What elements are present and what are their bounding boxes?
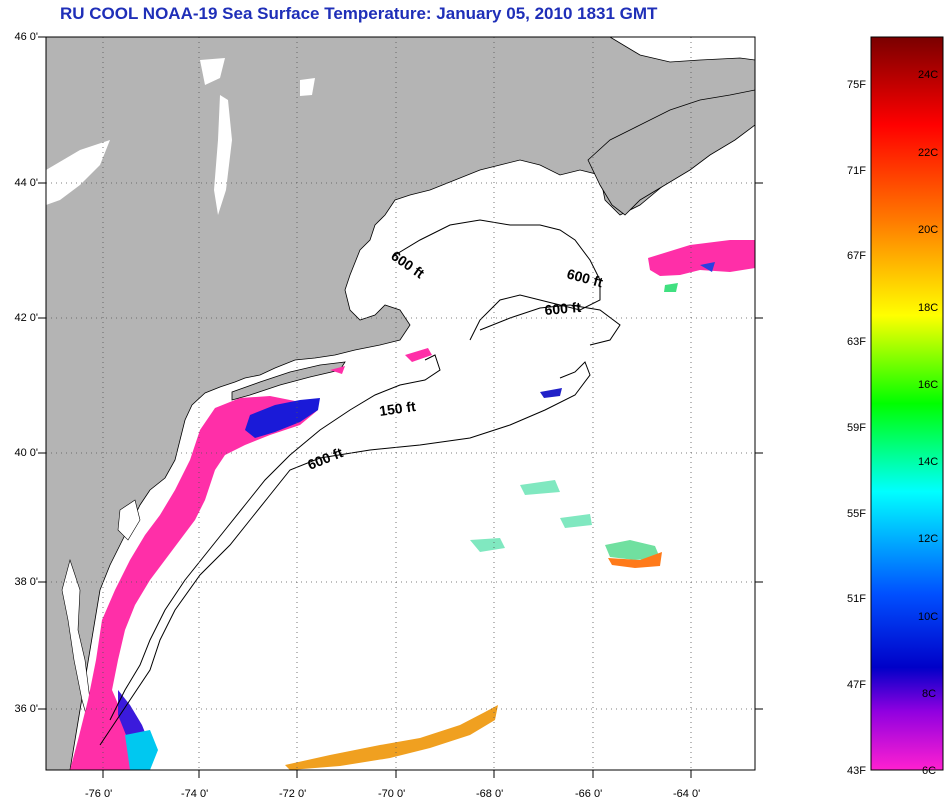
lon-label-76: -76 0' bbox=[85, 788, 113, 800]
lon-label-64: -64 0' bbox=[673, 788, 701, 800]
isobath-600-gom bbox=[394, 219, 601, 341]
cb-c-20: 20C bbox=[918, 224, 939, 236]
cb-f-67: 67F bbox=[847, 250, 866, 262]
lat-label-40: 40 0' bbox=[14, 447, 38, 459]
cb-c-22: 22C bbox=[918, 147, 939, 159]
cb-f-47: 47F bbox=[847, 679, 866, 691]
patch-gom-3 bbox=[540, 388, 562, 398]
isobath-600-gb bbox=[479, 304, 621, 346]
patch-gom-1 bbox=[405, 348, 432, 362]
lat-label-38: 38 0' bbox=[14, 576, 38, 588]
land-nova-scotia bbox=[587, 89, 755, 216]
patch-offshore-orange bbox=[608, 552, 662, 568]
isobath-600-outer bbox=[99, 361, 591, 746]
cold-core-nj bbox=[245, 398, 320, 438]
colorbar bbox=[870, 36, 944, 771]
cb-f-51: 51F bbox=[847, 593, 866, 605]
cb-c-14: 14C bbox=[918, 456, 939, 468]
isobath-label-4: 150 ft bbox=[378, 398, 417, 419]
patch-scotian bbox=[648, 240, 755, 276]
shelf-cold-water bbox=[70, 396, 318, 770]
patch-offshore-scatter bbox=[470, 480, 592, 552]
cb-f-75: 75F bbox=[847, 79, 866, 91]
lon-label-70: -70 0' bbox=[378, 788, 406, 800]
cb-c-16: 16C bbox=[918, 379, 939, 391]
patch-scotian-green bbox=[664, 283, 678, 292]
map-frame bbox=[45, 36, 756, 771]
cb-f-55: 55F bbox=[847, 508, 866, 520]
lat-label-44: 44 0' bbox=[14, 177, 38, 189]
cb-f-63: 63F bbox=[847, 336, 866, 348]
cb-f-71: 71F bbox=[847, 165, 866, 177]
lon-label-72: -72 0' bbox=[279, 788, 307, 800]
patch-offshore-green bbox=[605, 540, 660, 560]
cb-c-8: 8C bbox=[922, 688, 937, 700]
cb-c-6: 6C bbox=[922, 765, 937, 777]
lat-label-42: 42 0' bbox=[14, 312, 38, 324]
lat-label-46: 46 0' bbox=[14, 31, 38, 43]
map-title: RU COOL NOAA-19 Sea Surface Temperature:… bbox=[60, 4, 658, 23]
lon-label-74: -74 0' bbox=[181, 788, 209, 800]
delaware-bay bbox=[117, 499, 141, 541]
cb-c-12: 12C bbox=[918, 533, 939, 545]
graticule bbox=[46, 37, 755, 770]
cb-c-10: 10C bbox=[918, 611, 939, 623]
warm-core-south bbox=[125, 730, 158, 770]
lake-ontario bbox=[46, 140, 110, 205]
lake-small-2 bbox=[300, 78, 315, 96]
patch-scotian-blue bbox=[700, 262, 715, 272]
patch-south-orange bbox=[285, 705, 498, 770]
lon-label-68: -68 0' bbox=[476, 788, 504, 800]
cb-f-43: 43F bbox=[847, 765, 866, 777]
cb-c-24: 24C bbox=[918, 69, 939, 81]
lat-label-36: 36 0' bbox=[14, 703, 38, 715]
cb-c-18: 18C bbox=[918, 302, 939, 314]
patch-gom-2 bbox=[330, 366, 345, 374]
lon-label-66: -66 0' bbox=[575, 788, 603, 800]
cb-f-59: 59F bbox=[847, 422, 866, 434]
lake-champlain bbox=[214, 95, 232, 215]
axis-ticks bbox=[38, 36, 763, 778]
lake-small-1 bbox=[200, 58, 225, 85]
isobath-150 bbox=[109, 354, 441, 721]
isobath-label-3: 600 ft bbox=[544, 299, 582, 318]
